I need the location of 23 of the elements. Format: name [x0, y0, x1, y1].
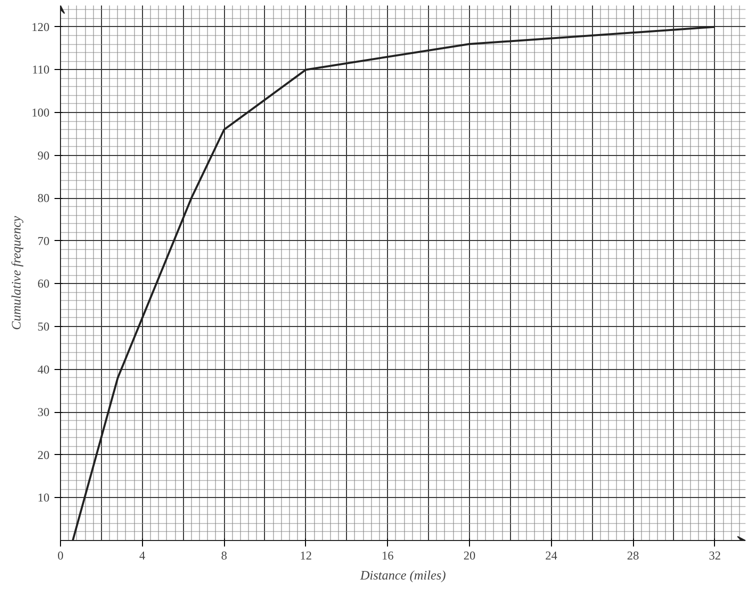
- y-tick-label: 10: [38, 490, 50, 505]
- y-tick-label: 100: [32, 106, 50, 120]
- x-tick-label: 28: [627, 548, 640, 562]
- y-tick-label: 120: [32, 20, 50, 34]
- x-tick-label: 0: [58, 548, 64, 562]
- y-axis-title: Cumulative frequency: [8, 216, 24, 330]
- y-tick-label: 30: [38, 405, 50, 420]
- x-tick-label: 8: [221, 548, 228, 562]
- y-tick-label: 60: [38, 276, 50, 291]
- x-tick-label: 4: [139, 548, 146, 562]
- y-tick-label: 20: [38, 448, 50, 462]
- y-tick-label: 80: [38, 191, 50, 206]
- y-tick-label: 110: [32, 62, 50, 77]
- x-tick-label: 12: [300, 548, 312, 562]
- y-tick-label: 90: [38, 148, 50, 162]
- y-tick-label: 70: [38, 234, 50, 248]
- x-axis-title: Distance (miles): [359, 568, 446, 582]
- x-tick-label: 24: [545, 548, 558, 562]
- x-tick-label: 32: [708, 548, 721, 562]
- y-tick-label: 50: [38, 320, 50, 334]
- y-tick-label: 40: [38, 362, 50, 376]
- x-tick-label: 20: [463, 548, 476, 562]
- x-tick-label: 16: [382, 548, 394, 562]
